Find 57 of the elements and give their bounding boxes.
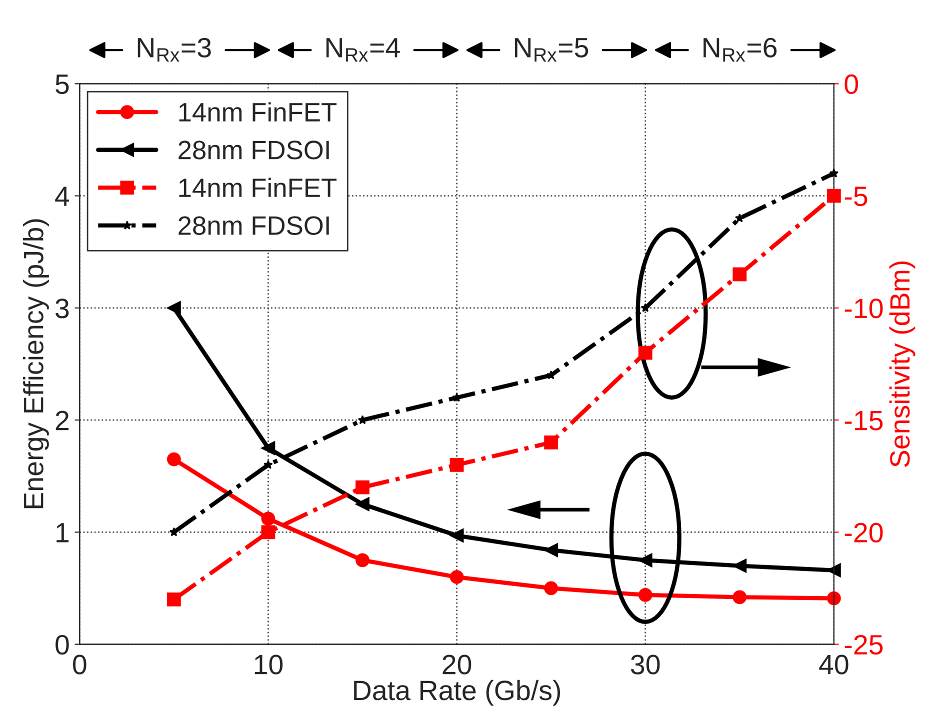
point	[732, 267, 747, 282]
point	[544, 543, 558, 558]
point	[169, 527, 179, 536]
y-tick-label: 5	[56, 74, 69, 94]
y2-tick-label: 0	[844, 74, 858, 94]
point	[450, 570, 464, 584]
point	[261, 441, 276, 456]
point	[638, 346, 652, 360]
legend-label: 28nm FDSOI	[178, 216, 329, 235]
x-tick-label: 0	[73, 654, 86, 674]
point	[166, 592, 181, 606]
x-tick-label: 20	[442, 654, 472, 674]
point	[264, 460, 273, 469]
point	[826, 591, 841, 606]
point	[544, 581, 558, 596]
y-tick-label: 1	[56, 523, 69, 542]
point	[450, 458, 464, 472]
point	[734, 213, 744, 222]
point	[638, 553, 652, 568]
text: N$_{Rx}$=6	[704, 38, 777, 62]
text: N$_{Rx}$=3	[138, 38, 211, 62]
y2-tick-label: -25	[844, 634, 883, 655]
y2-tick-label: -10	[844, 298, 883, 318]
x-axis-title: Data Rate (Gb/s)	[354, 680, 560, 706]
text: N$_{Rx}$=4	[326, 38, 400, 62]
point	[261, 525, 276, 540]
point	[356, 480, 370, 494]
y-tick-label: 0	[56, 634, 69, 655]
text: N$_{Rx}$=5	[515, 38, 588, 62]
point	[826, 188, 841, 203]
legend-label: 14nm FinFET	[179, 102, 337, 122]
point	[544, 436, 558, 450]
x-tick-label: 40	[819, 654, 848, 674]
point	[829, 168, 839, 178]
x-tick-label: 30	[630, 654, 660, 674]
legend-label: 14nm FinFET	[179, 178, 337, 197]
y2-tick-label: -5	[844, 186, 868, 206]
y-tick-label: 2	[56, 410, 69, 430]
point	[356, 497, 370, 512]
y-tick-label: 4	[55, 186, 70, 206]
point	[732, 590, 747, 604]
legend-label: 28nm FDSOI	[178, 140, 329, 160]
point	[166, 452, 181, 466]
point	[546, 370, 556, 380]
y2-tick-label: -15	[844, 411, 883, 430]
point	[261, 512, 276, 526]
y-axis-title: Energy Efficiency (pJ/b)	[23, 219, 49, 508]
y2-axis-title: Sensitivity (dBm)	[889, 262, 916, 467]
point	[356, 553, 370, 568]
point	[450, 528, 464, 542]
y-tick-label: 3	[56, 298, 69, 318]
point	[358, 415, 368, 424]
point	[638, 588, 652, 602]
x-tick-label: 10	[254, 654, 283, 674]
point	[640, 303, 650, 312]
y2-tick-label: -20	[844, 522, 883, 543]
point	[166, 301, 181, 315]
